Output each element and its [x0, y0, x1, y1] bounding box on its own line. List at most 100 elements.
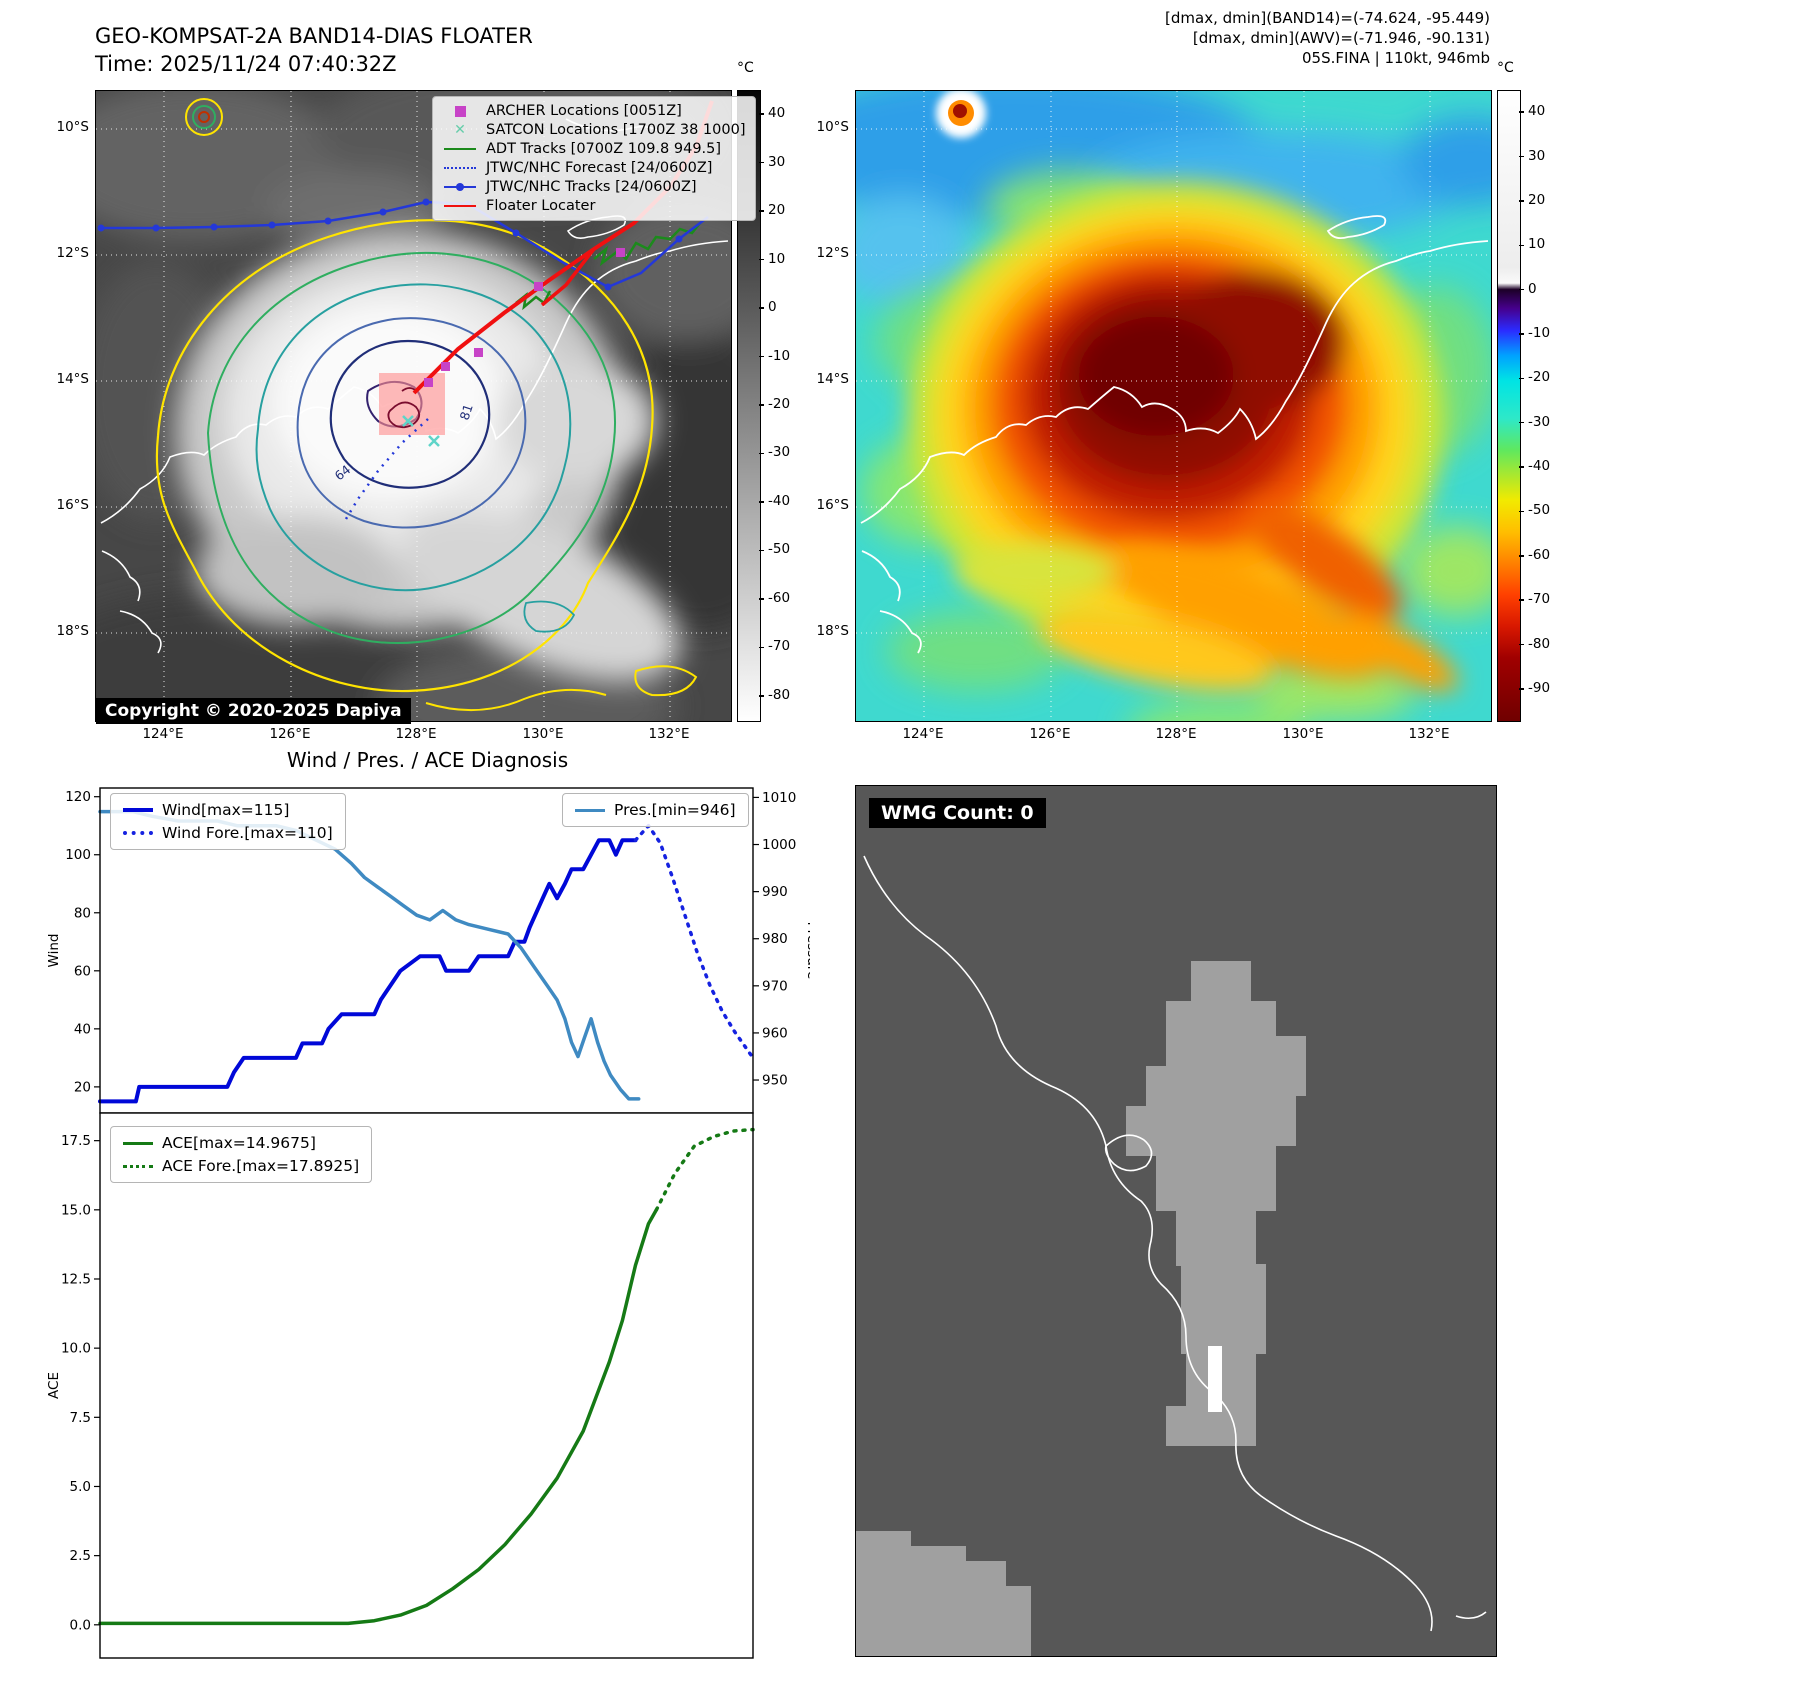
- band14-title-block: GEO-KOMPSAT-2A BAND14-DIAS FLOATER Time:…: [95, 22, 533, 78]
- awv-colorbar-tick-label: -10: [1528, 325, 1551, 341]
- y-tick-label: 20: [74, 1079, 91, 1095]
- awv-colorbar-tick-label: -20: [1528, 369, 1551, 386]
- ace-legend: ACE[max=14.9675] ACE Fore.[max=17.8925]: [110, 1126, 373, 1183]
- awv-colorbar-tick-label: -50: [1528, 502, 1551, 519]
- awv-colorbar-tick: [1519, 643, 1524, 646]
- band14-colorbar-tick: [759, 161, 764, 164]
- awv-colorbar-tick-label: 40: [1528, 103, 1546, 120]
- awv-colorbar-tick: [1519, 111, 1524, 113]
- cloud-mask-corner: [856, 1531, 1031, 1656]
- ace-chart: 0.0 2.5 5.0 7.5 10.0 12.5 15.0 17.5 ACE: [46, 1112, 755, 1659]
- y-tick-label: 80: [74, 905, 91, 921]
- band14-colorbar-tick-label: 10: [768, 250, 786, 267]
- band14-lat-tick-label: 12°S: [56, 245, 90, 261]
- legend-item-tracks: JTWC/NHC Tracks [24/0600Z]: [443, 179, 745, 195]
- legend-label: Floater Locater: [486, 198, 596, 214]
- legend-label: Wind[max=115]: [162, 801, 290, 819]
- awv-colorbar-tick: [1519, 244, 1524, 247]
- awv-colorbar: [1497, 90, 1521, 722]
- legend-label: JTWC/NHC Tracks [24/0600Z]: [486, 179, 697, 195]
- band14-colorbar-tick: [759, 210, 764, 212]
- awv-colorbar-tick: [1519, 155, 1524, 158]
- awv-lon-tick-label: 132°E: [1408, 726, 1450, 742]
- awv-colorbar-unit: °C: [1497, 60, 1514, 76]
- y-tick-label: 17.5: [61, 1133, 91, 1149]
- awv-lat-tick-label: 16°S: [816, 497, 850, 513]
- y-axis-label: Wind: [46, 934, 62, 968]
- legend-item-adt: ADT Tracks [0700Z 109.8 949.5]: [443, 141, 745, 157]
- awv-colorbar-tick: [1519, 555, 1524, 557]
- legend-item-ace-forecast: ACE Fore.[max=17.8925]: [123, 1157, 359, 1175]
- series-line: [98, 1208, 659, 1626]
- legend-item-wind-forecast: Wind Fore.[max=110]: [123, 824, 333, 842]
- pressure-legend: Pres.[min=946]: [562, 793, 749, 827]
- archer-markers: [424, 248, 625, 387]
- band14-colorbar-tick-label: -10: [768, 347, 791, 364]
- y-tick-label: 7.5: [70, 1410, 91, 1426]
- band14-lon-tick-label: 132°E: [648, 726, 690, 742]
- series-line: [633, 823, 755, 1060]
- y-tick-label: 40: [74, 1021, 91, 1037]
- band14-colorbar-tick-label: -60: [768, 589, 791, 606]
- coastline: [863, 855, 1487, 1632]
- diagnosis-charts: 20 40 60 80 100 120 950 960 970 980 990 1000 1010 Win…: [46, 787, 810, 1659]
- band14-colorbar-tick: [759, 549, 764, 552]
- ace-forecast-swatch: [123, 1164, 153, 1168]
- awv-colorbar-tick: [1519, 688, 1524, 690]
- dmax-dmin-band14: [dmax, dmin](BAND14)=(-74.624, -95.449): [1165, 9, 1490, 27]
- jtwc-forecast-dotted: [344, 418, 429, 520]
- awv-colorbar-tick-label: -60: [1528, 546, 1551, 563]
- legend-label: ARCHER Locations [0051Z]: [486, 103, 682, 119]
- awv-lon-tick-label: 128°E: [1155, 726, 1197, 742]
- awv-colorbar-tick: [1519, 421, 1524, 424]
- awv-lon-tick-label: 124°E: [902, 726, 944, 742]
- awv-lon-tick-label: 130°E: [1282, 726, 1324, 742]
- y-tick-label: 1000: [762, 837, 796, 853]
- satcon-markers: [402, 415, 440, 447]
- storm-cloud-mass: [176, 231, 681, 682]
- floater-locater-branch: [540, 247, 596, 307]
- band14-colorbar-tick: [759, 258, 764, 261]
- y-tick-label: 15.0: [61, 1202, 91, 1218]
- secondary-system-contours: [185, 98, 223, 136]
- wind-line-swatch: [123, 808, 153, 812]
- awv-colorbar-tick-label: -30: [1528, 413, 1551, 430]
- legend-item-forecast: JTWC/NHC Forecast [24/0600Z]: [443, 160, 745, 176]
- awv-colorbar-tick-label: -80: [1528, 635, 1551, 652]
- legend-item-wind: Wind[max=115]: [123, 801, 333, 819]
- wmg-map: [855, 785, 1497, 1657]
- band14-colorbar-tick-label: -50: [768, 541, 791, 558]
- wind-legend: Wind[max=115] Wind Fore.[max=110]: [110, 793, 346, 850]
- awv-colorbar-tick-label: -40: [1528, 458, 1551, 475]
- band14-lon-tick-label: 128°E: [395, 726, 437, 742]
- awv-colorbar-tick: [1519, 200, 1524, 202]
- band14-colorbar-tick-label: -40: [768, 492, 791, 509]
- archer-square-icon: [443, 104, 477, 118]
- awv-colorbar-tick: [1519, 377, 1524, 380]
- y-tick-label: 980: [762, 931, 788, 947]
- band14-colorbar-tick: [759, 113, 764, 115]
- band14-colorbar-tick: [759, 452, 764, 455]
- legend-label: SATCON Locations [1700Z 38 1000]: [486, 122, 746, 138]
- y-tick-label: 1010: [762, 790, 796, 806]
- deep-convection-core: [908, 181, 1444, 661]
- awv-lat-tick-label: 12°S: [816, 245, 850, 261]
- legend-label: ACE[max=14.9675]: [162, 1134, 316, 1152]
- wmg-count-badge: WMG Count: 0: [869, 798, 1046, 828]
- y-tick-label: 60: [74, 963, 91, 979]
- band14-satellite-map: 64 81: [95, 90, 732, 722]
- copyright-banner: Copyright © 2020-2025 Dapiya: [96, 698, 411, 724]
- band14-lat-tick-label: 10°S: [56, 119, 90, 135]
- awv-colorbar-tick-label: -70: [1528, 591, 1551, 608]
- y-axis-label: Pressure: [804, 922, 810, 980]
- awv-colorbar-tick: [1519, 599, 1524, 601]
- forecast-dotted-icon: [443, 161, 477, 175]
- awv-colorbar-tick-label: 0: [1528, 280, 1537, 297]
- band14-lon-tick-label: 124°E: [142, 726, 184, 742]
- y-tick-label: 960: [762, 1025, 788, 1041]
- floater-line-icon: [443, 199, 477, 213]
- y-tick-label: 12.5: [61, 1271, 91, 1287]
- adt-line-icon: [443, 142, 477, 156]
- awv-colorbar-tick-label: 20: [1528, 191, 1546, 208]
